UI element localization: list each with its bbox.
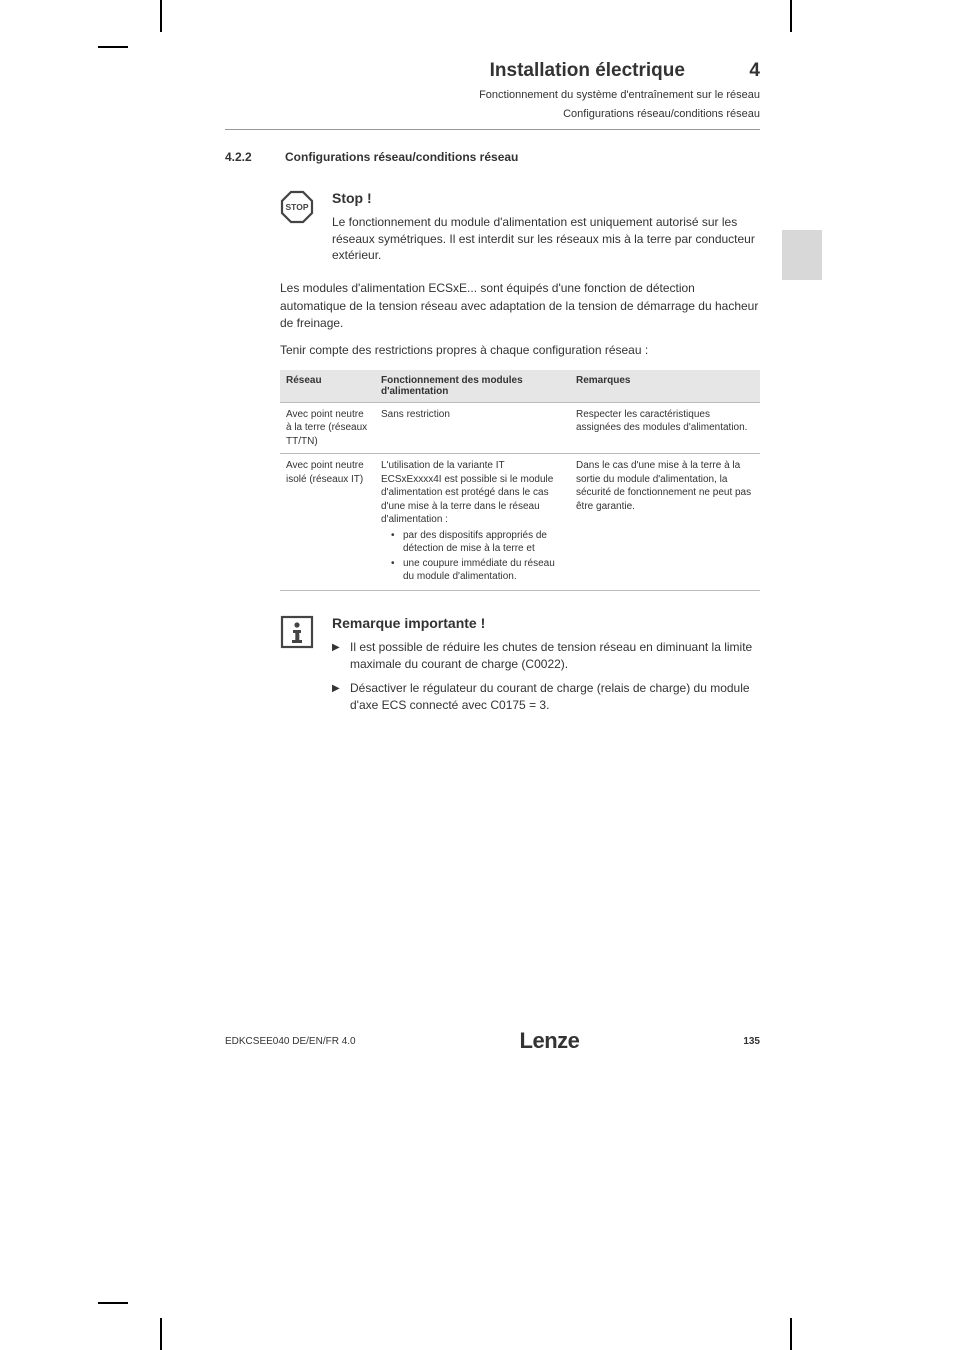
crop-mark bbox=[790, 0, 792, 32]
table-cell: Avec point neutre à la terre (réseaux TT… bbox=[280, 402, 375, 454]
table-cell: Sans restriction bbox=[375, 402, 570, 454]
note-heading: Remarque importante ! bbox=[332, 615, 760, 631]
footer-doc-id: EDKCSEE040 DE/EN/FR 4.0 bbox=[225, 1036, 356, 1047]
info-icon bbox=[280, 615, 332, 649]
section-heading: Configurations réseau/conditions réseau bbox=[285, 150, 518, 164]
stop-text: Le fonctionnement du module d'alimentati… bbox=[332, 214, 760, 264]
header-subtitle-2: Configurations réseau/conditions réseau bbox=[225, 107, 760, 122]
table-cell: L'utilisation de la variante IT ECSxExxx… bbox=[375, 454, 570, 591]
stop-icon: STOP bbox=[280, 190, 332, 224]
chapter-number: 4 bbox=[749, 60, 760, 81]
header-subtitle-1: Fonctionnement du système d'entraînement… bbox=[225, 88, 760, 103]
table-cell-intro: L'utilisation de la variante IT ECSxExxx… bbox=[381, 460, 553, 525]
crop-mark bbox=[160, 0, 162, 32]
table-cell: Dans le cas d'une mise à la terre à la s… bbox=[570, 454, 760, 591]
note-item: Désactiver le régulateur du courant de c… bbox=[332, 680, 760, 715]
svg-text:STOP: STOP bbox=[286, 202, 309, 212]
table-row: Avec point neutre isolé (réseaux IT) L'u… bbox=[280, 454, 760, 591]
table-cell: Respecter les caractéristiques assignées… bbox=[570, 402, 760, 454]
table-row: Avec point neutre à la terre (réseaux TT… bbox=[280, 402, 760, 454]
network-config-table: Réseau Fonctionnement des modules d'alim… bbox=[280, 370, 760, 591]
header-divider bbox=[225, 129, 760, 130]
table-bullet: une coupure immédiate du réseau du modul… bbox=[391, 557, 564, 584]
note-item: Il est possible de réduire les chutes de… bbox=[332, 639, 760, 674]
paragraph-2: Tenir compte des restrictions propres à … bbox=[280, 342, 760, 359]
section-number: 4.2.2 bbox=[225, 150, 285, 164]
crop-mark bbox=[790, 1318, 792, 1350]
crop-mark bbox=[160, 1318, 162, 1350]
table-bullet: par des dispositifs appropriés de détect… bbox=[391, 529, 564, 556]
table-header: Fonctionnement des modules d'alimentatio… bbox=[375, 370, 570, 403]
footer-page-number: 135 bbox=[743, 1036, 760, 1047]
crop-mark bbox=[98, 46, 128, 48]
page-title: Installation électrique bbox=[490, 60, 685, 81]
table-cell: Avec point neutre isolé (réseaux IT) bbox=[280, 454, 375, 591]
table-header: Réseau bbox=[280, 370, 375, 403]
side-tab bbox=[782, 230, 822, 280]
table-header: Remarques bbox=[570, 370, 760, 403]
stop-heading: Stop ! bbox=[332, 190, 760, 206]
paragraph-1: Les modules d'alimentation ECSxE... sont… bbox=[280, 280, 760, 332]
crop-mark bbox=[98, 1302, 128, 1304]
footer-brand-logo: Lenze bbox=[520, 1028, 580, 1054]
